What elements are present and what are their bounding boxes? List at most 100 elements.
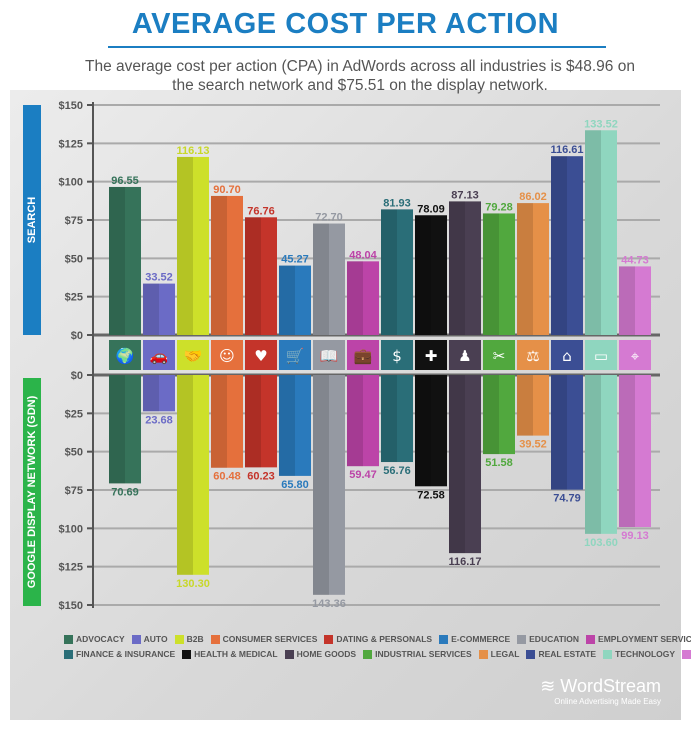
category-icon-tile: [313, 340, 345, 370]
search-bar: [449, 201, 481, 335]
laptop-icon: ▭: [594, 347, 608, 365]
search-data-label: 72.70: [315, 212, 343, 224]
gdn-bar-shade: [619, 375, 635, 527]
gdn-tick-label: $125: [59, 562, 83, 574]
legend-item: HEALTH & MEDICAL: [182, 649, 278, 659]
category-icon-tile: [517, 340, 549, 370]
money-bag-icon: $: [392, 347, 402, 365]
gdn-data-label: 51.58: [485, 457, 513, 469]
gdn-data-label: 23.68: [145, 414, 173, 426]
legend-swatch: [210, 634, 220, 644]
gdn-data-label: 99.13: [621, 530, 649, 542]
category-icon-tile: [415, 340, 447, 370]
category-icon-tile: [211, 340, 243, 370]
search-tick-label: $100: [59, 177, 83, 189]
legend-swatch: [526, 649, 536, 659]
search-data-label: 78.09: [417, 203, 445, 215]
gdn-bar: [619, 375, 651, 527]
search-tick-label: $150: [59, 100, 83, 112]
legend-item: TECHNOLOGY: [603, 649, 675, 659]
gdn-tick-label: $50: [65, 447, 83, 459]
search-bar-shade: [245, 217, 261, 335]
search-bar: [585, 130, 617, 335]
search-bar: [313, 223, 345, 335]
page-title: AVERAGE COST PER ACTION: [131, 8, 560, 40]
gdn-tick-label: $150: [59, 600, 83, 612]
gdn-bar: [551, 375, 583, 490]
legend-swatch: [517, 634, 527, 644]
gdn-bar-shade: [177, 375, 193, 575]
legend-label: TECHNOLOGY: [615, 649, 676, 659]
legend-swatch: [586, 634, 596, 644]
legend-swatch: [131, 634, 141, 644]
search-bar: [551, 156, 583, 335]
gdn-bar-shade: [347, 375, 363, 467]
shopping-cart-icon: 🛒: [286, 347, 305, 365]
gdn-bar: [245, 375, 277, 468]
search-bar-shade: [313, 223, 329, 335]
search-data-label: 48.04: [349, 249, 377, 261]
legend-swatch: [682, 649, 691, 659]
search-data-label: 86.02: [519, 191, 547, 203]
gdn-bar: [177, 375, 209, 575]
gdn-data-label: 74.79: [553, 493, 581, 505]
search-bar-shade: [585, 130, 601, 335]
gdn-bar-shade: [245, 375, 261, 468]
search-bar: [415, 215, 447, 335]
gdn-data-label: 116.17: [448, 556, 481, 568]
search-bar: [109, 186, 141, 335]
gdn-data-label: 60.23: [247, 470, 275, 482]
search-data-label: 116.61: [550, 144, 583, 156]
search-bar-shade: [551, 156, 567, 335]
category-icon-tile: [143, 340, 175, 370]
category-icon-tile: [279, 340, 311, 370]
legend-label: INDUSTRIAL SERVICES: [375, 649, 472, 659]
gdn-bar: [381, 375, 413, 463]
search-bar-shade: [177, 156, 193, 335]
legend-item: CONSUMER SERVICES: [210, 634, 317, 644]
gdn-bar-shade: [483, 375, 499, 455]
category-icon-tile: [449, 340, 481, 370]
gdn-data-label: 56.76: [383, 465, 411, 477]
legend-swatch: [284, 649, 294, 659]
legend-swatch: [324, 634, 334, 644]
legend-swatch: [174, 634, 184, 644]
gdn-data-label: 59.47: [349, 469, 377, 481]
gdn-bar: [449, 375, 481, 554]
gdn-bar-shade: [279, 375, 295, 476]
gdn-bar-shade: [585, 375, 601, 534]
category-icon-tile: [483, 340, 515, 370]
category-icon-tile: [109, 340, 141, 370]
gdn-bar-shade: [143, 375, 159, 412]
search-bar: [381, 209, 413, 335]
search-bar: [279, 265, 311, 335]
search-bar: [245, 217, 277, 335]
legend-item: EDUCATION: [517, 634, 579, 644]
gdn-bar: [313, 375, 345, 595]
search-bar-shade: [279, 265, 295, 335]
category-icon-tile: [347, 340, 379, 370]
search-panel-label: SEARCH: [23, 105, 41, 335]
handshake-icon: 🤝: [184, 347, 203, 365]
gdn-bar-shade: [551, 375, 567, 490]
gdn-data-label: 72.58: [417, 489, 445, 501]
legend-label: B2B: [186, 634, 204, 644]
legend-label: EMPLOYMENT SERVICES: [598, 634, 691, 644]
search-bar-shade: [517, 203, 533, 335]
category-icon-tile: [585, 340, 617, 370]
search-data-label: 33.52: [145, 272, 173, 284]
gdn-bar: [279, 375, 311, 476]
search-bar-shade: [619, 266, 635, 335]
legend-label: EDUCATION: [529, 634, 580, 644]
briefcase-icon: 💼: [354, 347, 373, 365]
gdn-tick-label: $100: [59, 523, 83, 535]
legend-item: AUTO: [131, 634, 168, 644]
legend-item: HOME GOODS: [284, 649, 356, 659]
globe-hands-icon: 🌍: [116, 347, 135, 365]
legend-item: TRAVEL & HOSPITALITY: [682, 649, 691, 659]
legend-label: ADVOCACY: [76, 634, 125, 644]
gdn-data-label: 39.52: [519, 439, 547, 451]
gdn-bar-shade: [211, 375, 227, 468]
gdn-panel-label: GOOGLE DISPLAY NETWORK (GDN): [23, 378, 41, 606]
legend-item: FINANCE & INSURANCE: [64, 649, 175, 659]
